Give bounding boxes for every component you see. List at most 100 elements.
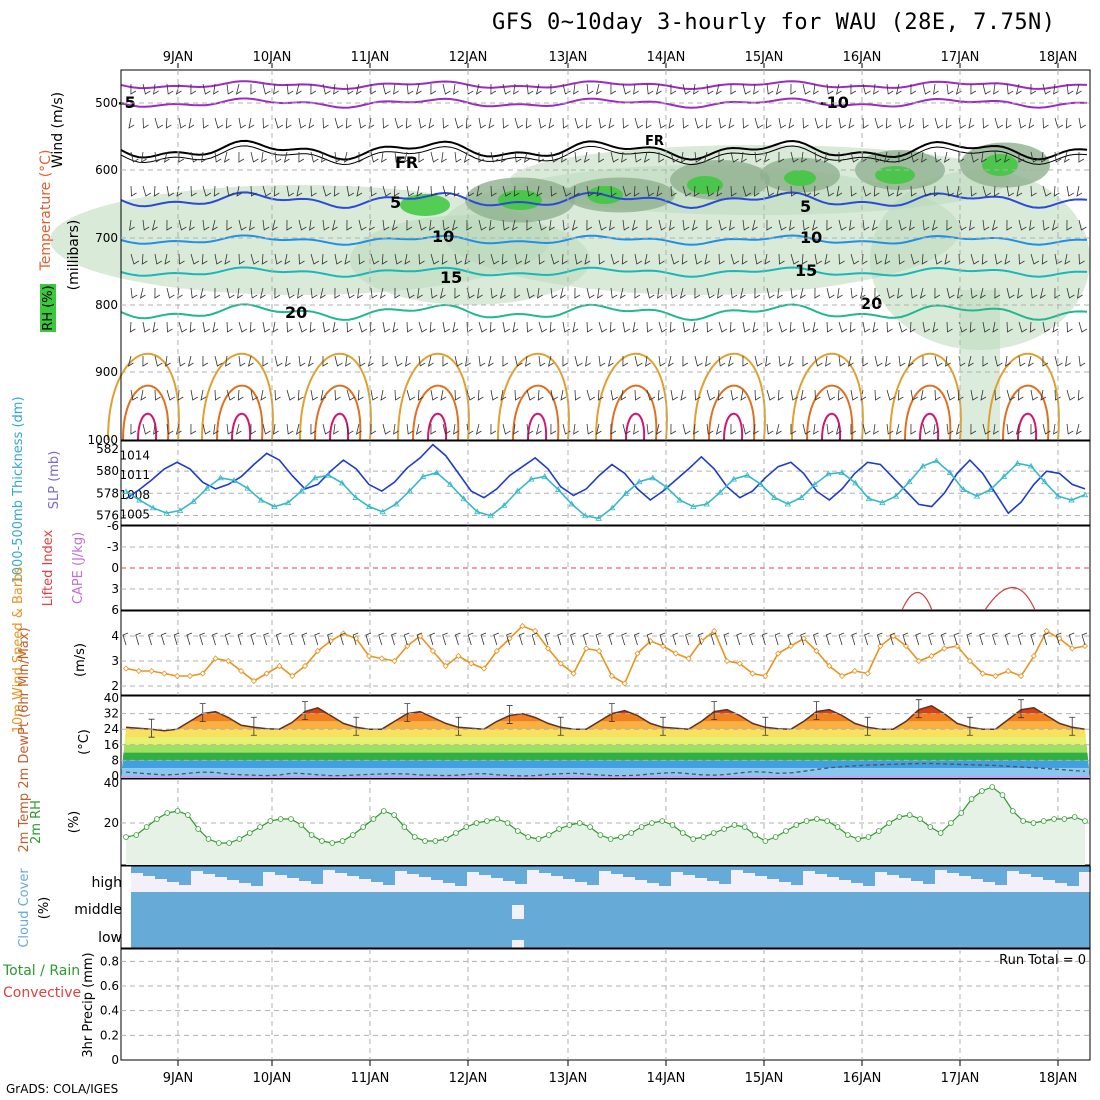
wind10m-barb xyxy=(1081,632,1088,646)
wind-barb xyxy=(729,219,735,231)
wind-barb xyxy=(309,321,316,333)
tick-label: 8 xyxy=(111,753,119,767)
wind-barb xyxy=(405,355,411,367)
cloud-high-bar xyxy=(503,866,515,881)
tick-label: 1011 xyxy=(119,468,150,482)
wind-barb xyxy=(898,355,906,367)
wind-barb xyxy=(847,355,854,367)
wind-barb xyxy=(1077,287,1083,299)
slp-line-point xyxy=(541,473,548,479)
rh2m-point xyxy=(556,826,562,832)
wind-barb xyxy=(850,151,859,163)
cloud-high-bar xyxy=(923,866,935,884)
cloud-high-bar xyxy=(191,866,203,871)
wind-barb xyxy=(537,287,543,299)
wind-barb xyxy=(441,151,447,163)
cloud-high-bar xyxy=(875,866,887,872)
wind-barb xyxy=(850,389,859,401)
wind-barb xyxy=(368,117,375,129)
contour-line-20 xyxy=(120,303,1088,322)
wind-barb xyxy=(706,219,713,231)
rh2m-point xyxy=(453,830,459,836)
wind-barb xyxy=(718,117,727,129)
wind-barb xyxy=(742,355,749,367)
wind-barb xyxy=(382,355,389,367)
wind-barb xyxy=(730,423,737,435)
rh-blob-green xyxy=(784,170,816,186)
cloud-high-bar xyxy=(143,866,155,876)
wind10m-point xyxy=(199,670,206,677)
wind-barb xyxy=(549,219,555,231)
rh-blob-green xyxy=(875,166,915,184)
ylabel-precip: 3hr Precip (mm) xyxy=(81,952,96,1057)
wind-barb xyxy=(886,287,895,299)
wind-barb xyxy=(982,423,991,435)
wind-barb xyxy=(922,117,929,129)
slp-line-point xyxy=(392,500,400,507)
wind-barb xyxy=(811,219,818,231)
wind-barb xyxy=(742,219,750,231)
wind10m-barb xyxy=(1068,632,1075,646)
rh2m-point xyxy=(339,838,346,844)
wind-barb xyxy=(200,389,207,401)
cloud-high-bar xyxy=(515,866,527,884)
cloud-high-bar xyxy=(899,866,911,878)
wind-barb xyxy=(1039,287,1046,299)
rh2m-point xyxy=(638,824,645,830)
temp-minmax xyxy=(762,716,769,736)
wind-barb xyxy=(682,117,689,129)
wind-barb xyxy=(333,83,339,95)
wind-barb xyxy=(442,83,451,95)
contour-line-35 xyxy=(137,412,158,441)
contour-line-35 xyxy=(527,412,548,441)
wind-barb xyxy=(320,389,327,401)
wind-barb xyxy=(754,287,761,299)
cloud-high-bar xyxy=(551,866,563,876)
date-label-top: 10JAN xyxy=(253,50,292,65)
wind-barb xyxy=(1053,83,1059,95)
wind-barb xyxy=(646,219,653,231)
wind10m-point xyxy=(238,667,245,675)
wind-barb xyxy=(513,83,519,95)
wind-barb xyxy=(934,151,942,163)
wind-barb xyxy=(356,185,363,197)
cloud-high-bar xyxy=(491,866,503,878)
cloud-high-bar xyxy=(755,866,767,876)
wind-barb xyxy=(981,151,987,163)
contour-line-m5 xyxy=(120,97,1088,109)
wind-barb xyxy=(271,219,278,231)
rh2m-area xyxy=(126,787,1085,865)
cloud-high-bar xyxy=(467,866,479,872)
wind-barb xyxy=(934,117,944,129)
wind-barb xyxy=(631,219,638,231)
wind-barb xyxy=(226,83,234,95)
wind-barb xyxy=(394,355,403,367)
wind-barb xyxy=(703,151,710,163)
thickness-panel-frame xyxy=(120,440,1091,526)
wind-barb xyxy=(693,185,700,197)
wind-barb xyxy=(430,389,439,401)
cloud-high-bar xyxy=(227,866,239,880)
wind10m-barb xyxy=(365,632,372,646)
wind-barb xyxy=(586,219,593,231)
freezing-label: FR xyxy=(645,134,664,149)
wind-barb xyxy=(562,83,571,95)
wind-barb xyxy=(955,83,962,95)
wind-barb xyxy=(813,423,819,435)
wind-barb xyxy=(550,151,559,163)
wind-barb xyxy=(127,355,134,367)
contour-label: 15 xyxy=(795,261,817,280)
wind-barb xyxy=(130,253,140,265)
wind-barb xyxy=(249,219,255,231)
wind-barb xyxy=(874,253,883,265)
wind-barb xyxy=(862,423,871,435)
wind-barb xyxy=(790,253,800,265)
tick-label: 0.4 xyxy=(100,1004,119,1018)
date-label-bottom: 11JAN xyxy=(351,1071,390,1086)
wind-barb xyxy=(970,253,980,265)
wind-barb xyxy=(442,355,449,367)
wind-barb xyxy=(370,253,380,265)
wind-barb xyxy=(922,219,930,231)
wind-barb xyxy=(477,389,484,401)
ylabel-wind10m: 10m Wind Speed & Barbs xyxy=(11,567,26,734)
